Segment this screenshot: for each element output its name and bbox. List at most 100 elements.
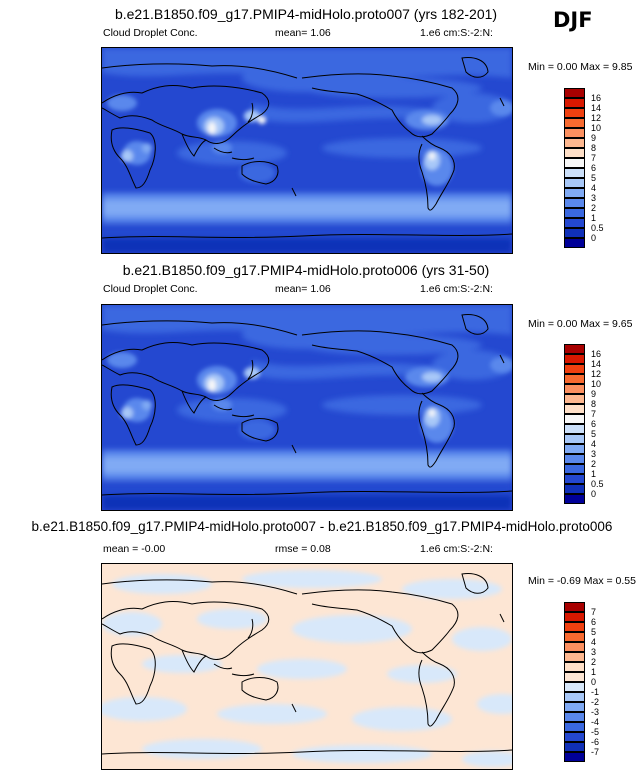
panel-3-colorbar-label: -6 [591, 737, 600, 747]
panel-2-colorbar-label: 10 [591, 379, 602, 389]
panel-3-colorbar-label: 5 [591, 627, 597, 637]
panel-1-colorbar-label: 8 [591, 143, 597, 153]
panel-1-map-svg [102, 48, 512, 253]
panel-3-colorbar-label: -5 [591, 727, 600, 737]
panel-2-colorbar-box-0 [564, 344, 585, 354]
panel-1-colorbar-box-6 [564, 148, 585, 158]
panel-3-mean: mean = -0.00 [103, 543, 166, 555]
panel-2-variable: Cloud Droplet Conc. [103, 283, 198, 295]
panel-2-colorbar-label: 9 [591, 389, 597, 399]
panel-3-colorbar-box-4 [564, 642, 585, 652]
panel-1-colorbar-box-15 [564, 238, 585, 248]
panel-3-colorbar-box-1 [564, 612, 585, 622]
panel-1-colorbar-box-10 [564, 188, 585, 198]
panel-2-colorbar-box-6 [564, 404, 585, 414]
panel-1-units: 1.e6 cm:S:-2:N: [420, 27, 493, 39]
panel-1-colorbar-box-7 [564, 158, 585, 168]
panel-1-colorbar-label: 12 [591, 113, 602, 123]
panel-3-colorbar-label: 4 [591, 637, 597, 647]
panel-3-colorbar-box-2 [564, 622, 585, 632]
panel-3-units: 1.e6 cm:S:-2:N: [420, 543, 493, 555]
panel-1-colorbar-label: 9 [591, 133, 597, 143]
panel-3-colorbar-label: 0 [591, 677, 597, 687]
panel-3-title: b.e21.B1850.f09_g17.PMIP4-midHolo.proto0… [31, 519, 613, 534]
panel-2-colorbar-box-11 [564, 454, 585, 464]
panel-3-map-svg [102, 564, 512, 769]
panel-3-colorbar-box-3 [564, 632, 585, 642]
panel-1-colorbar: 16 14 12 10 9 8 7 6 5 4 3 2 1 0.5 0 [564, 88, 624, 248]
panel-1-colorbar-label: 14 [591, 103, 602, 113]
panel-2-colorbar-label: 6 [591, 419, 597, 429]
panel-1-colorbar-label: 0 [591, 233, 597, 243]
panel-3-colorbar-label: -1 [591, 687, 600, 697]
panel-2-colorbar-label: 0 [591, 489, 597, 499]
panel-1-map [101, 47, 513, 254]
panel-3-colorbar: 7 6 5 4 3 2 1 0 -1 -2 -3 -4 -5 -6 -7 [564, 602, 624, 762]
panel-2-colorbar-box-2 [564, 364, 585, 374]
panel-1-colorbar-label: 3 [591, 193, 597, 203]
panel-3-colorbar-box-9 [564, 692, 585, 702]
panel-2-colorbar-box-1 [564, 354, 585, 364]
panel-3-colorbar-box-0 [564, 602, 585, 612]
panel-3-colorbar-box-8 [564, 682, 585, 692]
panel-2-colorbar-box-7 [564, 414, 585, 424]
panel-3-colorbar-label: 6 [591, 617, 597, 627]
panel-1-colorbar-box-13 [564, 218, 585, 228]
panel-2-map-svg [102, 305, 512, 510]
panel-2-title: b.e21.B1850.f09_g17.PMIP4-midHolo.proto0… [122, 262, 490, 278]
panel-2-colorbar-label: 8 [591, 399, 597, 409]
panel-2-colorbar-label: 5 [591, 429, 597, 439]
panel-1-colorbar-box-14 [564, 228, 585, 238]
panel-1-colorbar-box-1 [564, 98, 585, 108]
panel-2-minmax: Min = 0.00 Max = 9.65 [528, 318, 633, 330]
panel-1-variable: Cloud Droplet Conc. [103, 27, 198, 39]
panel-1-colorbar-label: 4 [591, 183, 597, 193]
panel-2-colorbar-box-15 [564, 494, 585, 504]
panel-1-colorbar-box-2 [564, 108, 585, 118]
panel-2-colorbar-label: 16 [591, 349, 602, 359]
panel-3-map [101, 563, 513, 770]
panel-2-colorbar-label: 7 [591, 409, 597, 419]
panel-3-colorbar-box-13 [564, 732, 585, 742]
panel-1-colorbar-box-12 [564, 208, 585, 218]
panel-2-colorbar-box-4 [564, 384, 585, 394]
panel-2-colorbar-box-13 [564, 474, 585, 484]
panel-3-colorbar-box-15 [564, 752, 585, 762]
panel-1-colorbar-box-0 [564, 88, 585, 98]
panel-2-colorbar-box-14 [564, 484, 585, 494]
panel-1-colorbar-label: 7 [591, 153, 597, 163]
panel-2-colorbar-label: 0.5 [591, 479, 604, 489]
panel-2-colorbar-box-12 [564, 464, 585, 474]
panel-3-colorbar-label: 7 [591, 607, 597, 617]
panel-3-colorbar-box-7 [564, 672, 585, 682]
panel-2-colorbar: 16 14 12 10 9 8 7 6 5 4 3 2 1 0.5 0 [564, 344, 624, 504]
panel-1-colorbar-label: 2 [591, 203, 597, 213]
panel-1-colorbar-box-11 [564, 198, 585, 208]
panel-1-colorbar-box-4 [564, 128, 585, 138]
panel-1-colorbar-box-9 [564, 178, 585, 188]
panel-1-colorbar-label: 1 [591, 213, 597, 223]
panel-3-minmax: Min = -0.69 Max = 0.55 [528, 575, 636, 587]
panel-2-colorbar-box-5 [564, 394, 585, 404]
panel-3-colorbar-label: -3 [591, 707, 600, 717]
panel-1-colorbar-label: 16 [591, 93, 602, 103]
panel-1-colorbar-label: 0.5 [591, 223, 604, 233]
panel-1-colorbar-box-8 [564, 168, 585, 178]
panel-1-colorbar-label: 6 [591, 163, 597, 173]
panel-1-colorbar-box-5 [564, 138, 585, 148]
panel-2-units: 1.e6 cm:S:-2:N: [420, 283, 493, 295]
panel-3-colorbar-label: 2 [591, 657, 597, 667]
panel-3-rmse: rmse = 0.08 [275, 543, 331, 555]
panel-2-colorbar-label: 2 [591, 459, 597, 469]
panel-1-minmax: Min = 0.00 Max = 9.85 [528, 61, 633, 73]
panel-3-colorbar-box-10 [564, 702, 585, 712]
panel-2-mean: mean= 1.06 [275, 283, 331, 295]
panel-3-colorbar-label: -7 [591, 747, 600, 757]
panel-1-colorbar-label: 5 [591, 173, 597, 183]
panel-1-mean: mean= 1.06 [275, 27, 331, 39]
panel-1-title: b.e21.B1850.f09_g17.PMIP4-midHolo.proto0… [114, 6, 498, 22]
panel-2-colorbar-label: 12 [591, 369, 602, 379]
panel-3-colorbar-box-5 [564, 652, 585, 662]
panel-3-colorbar-box-11 [564, 712, 585, 722]
panel-3-colorbar-box-14 [564, 742, 585, 752]
